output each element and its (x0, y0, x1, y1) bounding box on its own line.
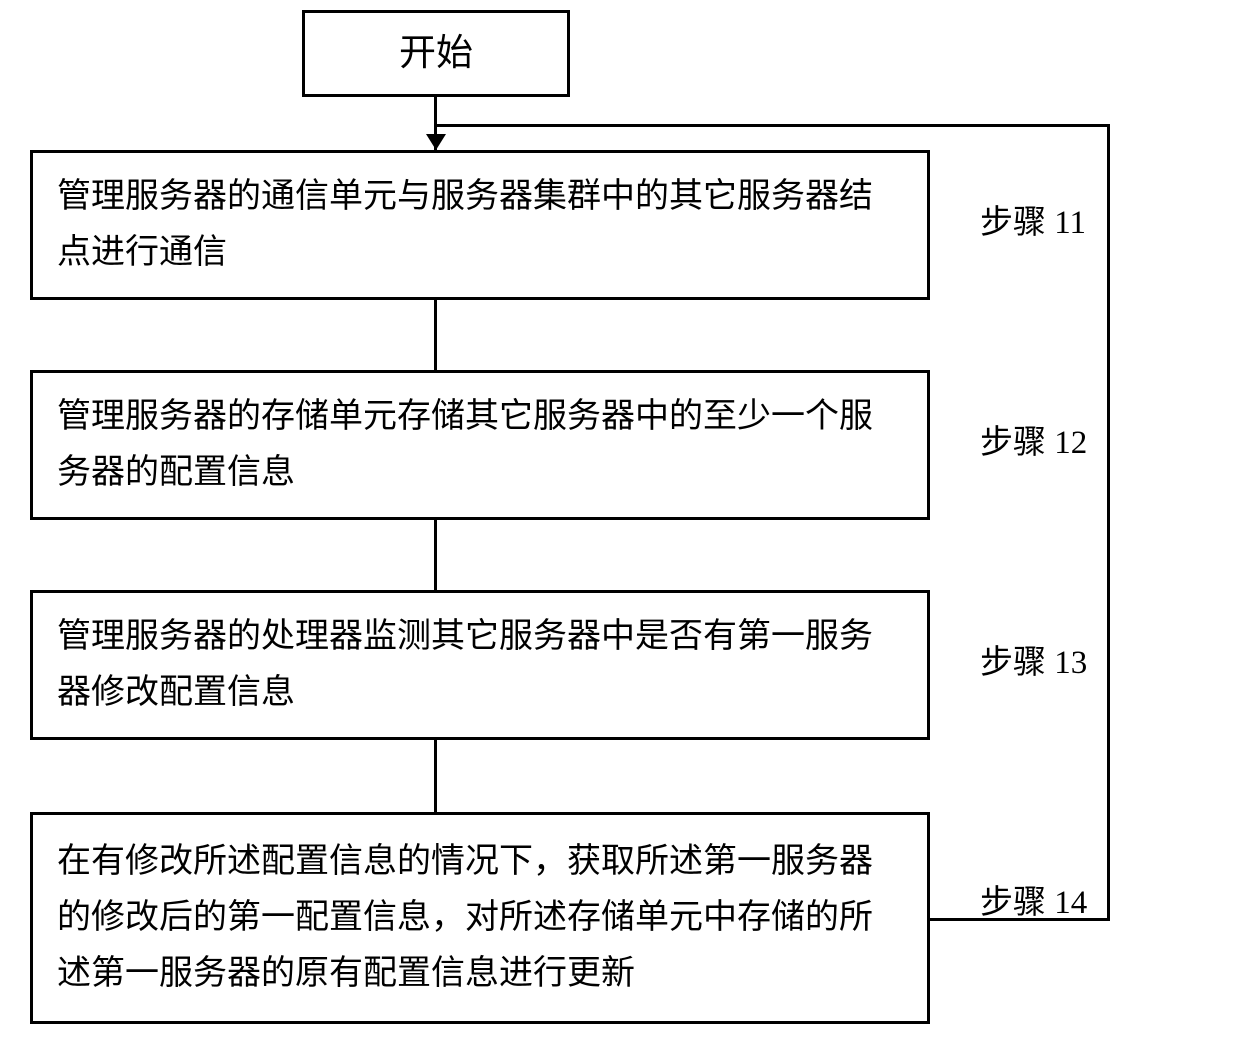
loop-arrowhead (426, 134, 446, 150)
start-label: 开始 (399, 23, 473, 84)
connector-3 (434, 740, 437, 812)
step-text: 管理服务器的通信单元与服务器集群中的其它服务器结点进行通信 (57, 169, 903, 281)
step-label-4: 步骤 14 (980, 875, 1087, 923)
step-node-1: 管理服务器的通信单元与服务器集群中的其它服务器结点进行通信 (30, 150, 930, 300)
step-label-text: 步骤 13 (980, 645, 1087, 681)
loop-segment-top (436, 124, 1110, 127)
step-text: 管理服务器的存储单元存储其它服务器中的至少一个服务器的配置信息 (57, 389, 903, 501)
connector-2 (434, 520, 437, 590)
flowchart-canvas: 开始 管理服务器的通信单元与服务器集群中的其它服务器结点进行通信 步骤 11 管理服… (0, 0, 1240, 1048)
loop-segment-up (1107, 124, 1110, 921)
step-label-3: 步骤 13 (980, 635, 1087, 683)
step-node-4: 在有修改所述配置信息的情况下，获取所述第一服务器的修改后的第一配置信息，对所述存… (30, 812, 930, 1024)
loop-segment-right (930, 918, 1110, 921)
step-node-2: 管理服务器的存储单元存储其它服务器中的至少一个服务器的配置信息 (30, 370, 930, 520)
step-label-text: 步骤 12 (980, 425, 1087, 461)
step-label-text: 步骤 14 (980, 885, 1087, 921)
step-text: 管理服务器的处理器监测其它服务器中是否有第一服务器修改配置信息 (57, 609, 903, 721)
start-node: 开始 (302, 10, 570, 97)
step-label-text: 步骤 11 (980, 205, 1086, 241)
step-label-2: 步骤 12 (980, 415, 1087, 463)
connector-1 (434, 300, 437, 370)
step-node-3: 管理服务器的处理器监测其它服务器中是否有第一服务器修改配置信息 (30, 590, 930, 740)
step-label-1: 步骤 11 (980, 195, 1086, 243)
step-text: 在有修改所述配置信息的情况下，获取所述第一服务器的修改后的第一配置信息，对所述存… (57, 834, 903, 1002)
